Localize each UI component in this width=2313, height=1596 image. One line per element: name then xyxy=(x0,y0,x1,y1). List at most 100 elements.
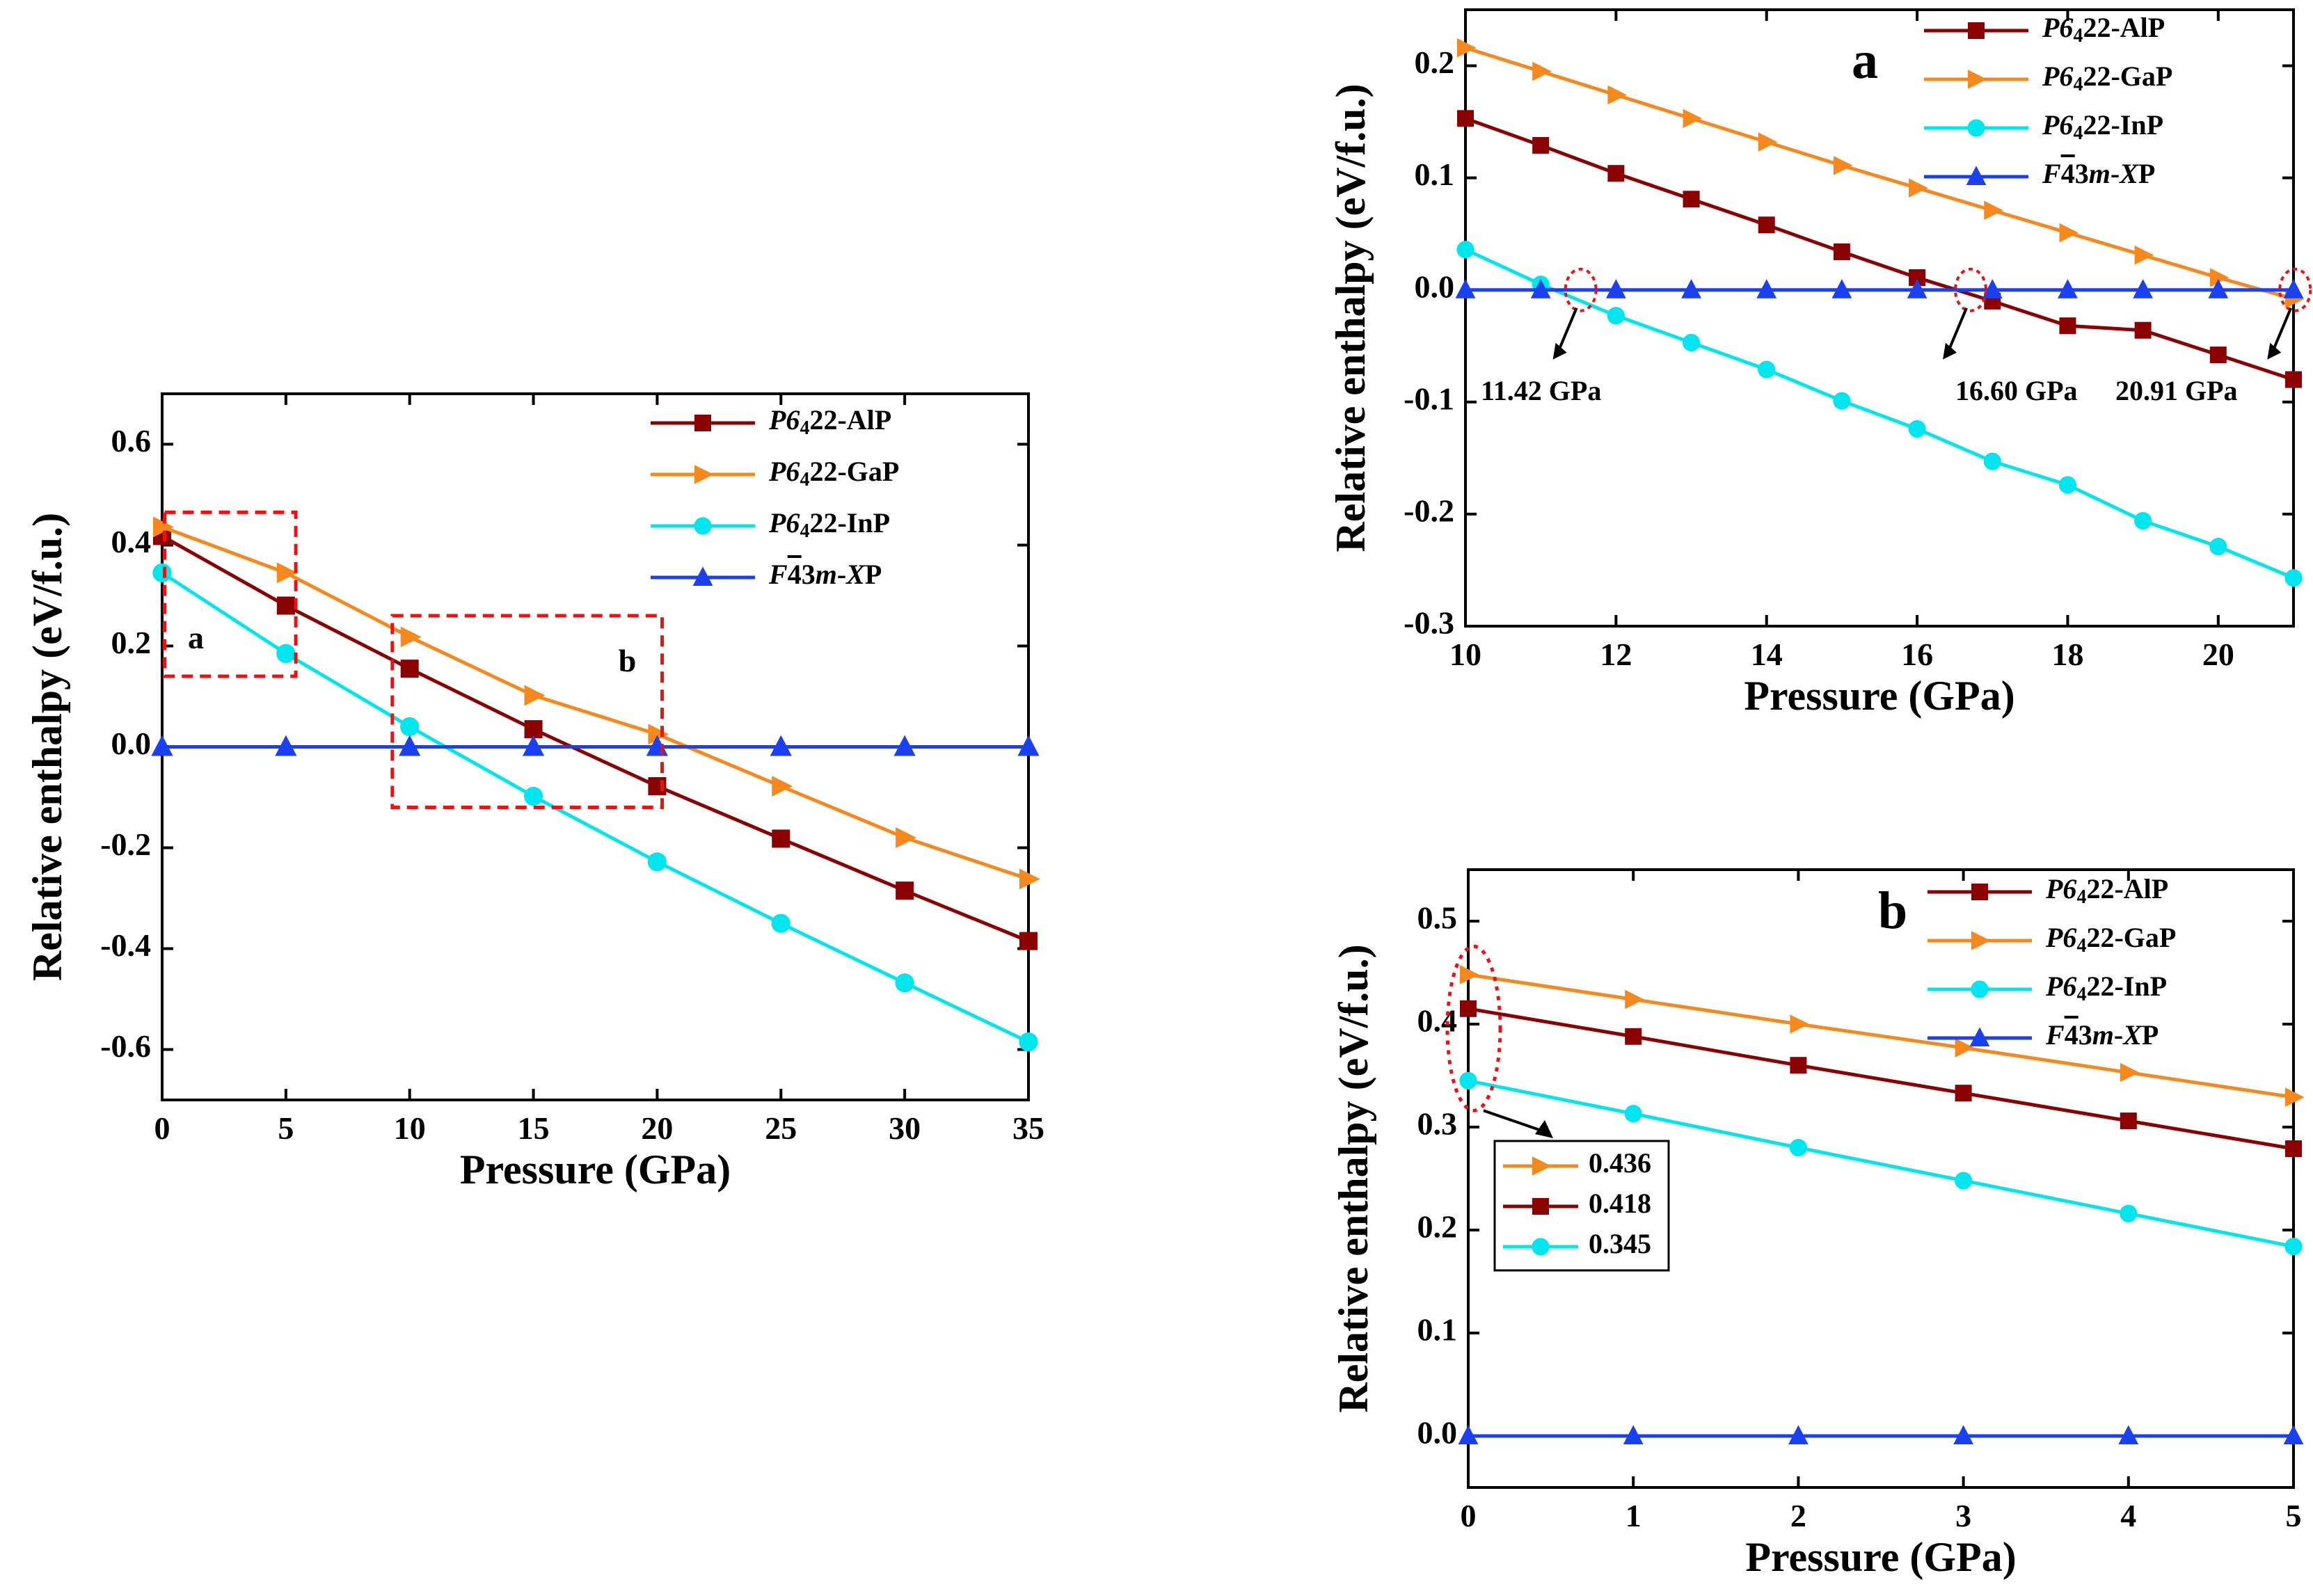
panel-tag: b xyxy=(1878,881,1907,940)
x-tick-label: 3 xyxy=(1955,1498,1971,1533)
data-point-GaP xyxy=(2134,245,2154,265)
data-point-AlP xyxy=(1758,216,1775,234)
legend-label-XP: F43m-XP xyxy=(2042,158,2155,189)
value-legend-marker-AlP xyxy=(1532,1198,1549,1215)
value-legend-marker-InP xyxy=(1532,1238,1550,1256)
legend-sub: 4 xyxy=(2076,935,2086,957)
x-tick-label: 1 xyxy=(1626,1498,1642,1533)
legend-post: 22-GaP xyxy=(2083,61,2172,92)
data-point-XP xyxy=(275,735,297,756)
crossing-circle xyxy=(2278,267,2312,312)
data-point-InP xyxy=(1624,1105,1642,1123)
data-point-InP xyxy=(1459,1071,1477,1090)
value-legend-marker-GaP xyxy=(1532,1156,1552,1176)
y-tick-label: -0.2 xyxy=(100,827,151,862)
legend-post-c: - xyxy=(2114,1019,2123,1051)
legend-post: 22-InP xyxy=(2083,109,2163,141)
legend-post-c: - xyxy=(2111,158,2120,189)
data-point-GaP xyxy=(276,562,298,584)
data-point-XP xyxy=(399,735,421,756)
legend-marker-XP xyxy=(1966,166,1987,185)
data-point-InP xyxy=(1607,307,1625,325)
data-point-XP xyxy=(2283,279,2304,298)
data-point-AlP xyxy=(1683,191,1700,208)
data-point-GaP xyxy=(153,516,174,538)
legend-marker-InP xyxy=(694,517,712,535)
data-point-AlP xyxy=(2209,346,2227,364)
data-point-InP xyxy=(2120,1204,2138,1222)
x-axis-title: Pressure (GPa) xyxy=(1744,673,2014,719)
data-point-InP xyxy=(1758,360,1776,378)
data-point-GaP xyxy=(1019,868,1040,890)
legend-marker-GaP xyxy=(1968,70,1987,89)
legend-label-AlP: P6422-AlP xyxy=(768,404,891,439)
data-point-GaP xyxy=(772,776,793,797)
arrow-line xyxy=(1947,307,1968,352)
data-point-XP xyxy=(1623,1425,1644,1444)
data-point-AlP xyxy=(2120,1112,2137,1130)
crossing-label: 20.91 GPa xyxy=(2115,375,2238,406)
data-point-GaP xyxy=(524,685,546,706)
data-point-GaP xyxy=(1457,38,1477,58)
legend-post-a: 3 xyxy=(2075,158,2089,189)
data-point-XP xyxy=(1458,1425,1479,1444)
data-point-XP xyxy=(1788,1425,1809,1444)
data-point-XP xyxy=(151,735,173,756)
legend-pre: F xyxy=(2042,158,2061,189)
data-point-XP xyxy=(1017,735,1040,756)
x-axis-title: Pressure (GPa) xyxy=(1745,1534,2016,1580)
legend-label-AlP: P6422-AlP xyxy=(2042,12,2165,47)
data-point-XP xyxy=(2283,1425,2304,1444)
zoom-box-a xyxy=(163,510,298,678)
x-axis-title: Pressure (GPa) xyxy=(460,1147,731,1192)
y-tick-label: 0.0 xyxy=(1415,269,1455,304)
legend-post-d: X xyxy=(845,559,866,590)
data-point-GaP xyxy=(1683,109,1703,129)
data-point-GaP xyxy=(2285,1087,2305,1107)
y-tick-label: 0.0 xyxy=(1417,1415,1458,1451)
legend-label-XP: F43m-XP xyxy=(768,559,882,590)
arrow-head xyxy=(2267,342,2282,360)
data-point-XP xyxy=(1831,279,1852,298)
legend-pre: P6 xyxy=(768,507,800,538)
data-point-GaP xyxy=(1833,156,1853,175)
x-tick-label: 16 xyxy=(1901,637,1933,672)
legend-label-InP: P6422-InP xyxy=(768,507,890,542)
data-point-GaP xyxy=(1984,200,2003,221)
legend-label-InP: P6422-InP xyxy=(2045,971,2167,1005)
legend-marker-AlP xyxy=(694,415,711,431)
data-point-XP xyxy=(1907,279,1928,298)
data-point-InP xyxy=(1789,1139,1807,1157)
x-tick-label: 35 xyxy=(1012,1110,1044,1146)
legend-label-InP: P6422-InP xyxy=(2042,109,2163,144)
legend-label-AlP: P6422-AlP xyxy=(2045,873,2168,908)
value-legend-label: 0.418 xyxy=(1589,1188,1651,1219)
x-tick-label: 20 xyxy=(641,1110,673,1146)
x-tick-label: 10 xyxy=(394,1110,426,1146)
data-point-AlP xyxy=(1607,165,1625,182)
data-point-InP xyxy=(771,913,790,933)
legend-pre: P6 xyxy=(2042,109,2073,141)
data-point-XP xyxy=(1605,279,1626,298)
y-tick-label: 0.4 xyxy=(111,524,152,559)
series-line-AlP xyxy=(161,534,1029,943)
legend-sub: 4 xyxy=(2076,886,2086,908)
legend-sub: 4 xyxy=(2073,74,2083,95)
legend-marker-GaP xyxy=(694,465,714,484)
x-tick-label: 0 xyxy=(1461,1498,1477,1533)
legend-sub: 4 xyxy=(800,417,809,439)
series-line-AlP xyxy=(1468,1007,2294,1151)
crossing-label: 16.60 GPa xyxy=(1955,375,2078,406)
legend-post: 22-GaP xyxy=(809,456,899,487)
y-axis-title: Relative enthalpy (eV/f.u.) xyxy=(24,513,70,981)
y-tick-label: 0.1 xyxy=(1415,157,1455,192)
data-point-InP xyxy=(1019,1032,1038,1052)
x-tick-label: 18 xyxy=(2051,637,2083,672)
series-line-InP xyxy=(161,571,1030,1044)
legend-marker-XP xyxy=(1969,1027,1990,1046)
y-tick-label: -0.6 xyxy=(100,1028,151,1064)
y-tick-label: -0.1 xyxy=(1404,381,1454,416)
data-point-XP xyxy=(2208,279,2229,298)
